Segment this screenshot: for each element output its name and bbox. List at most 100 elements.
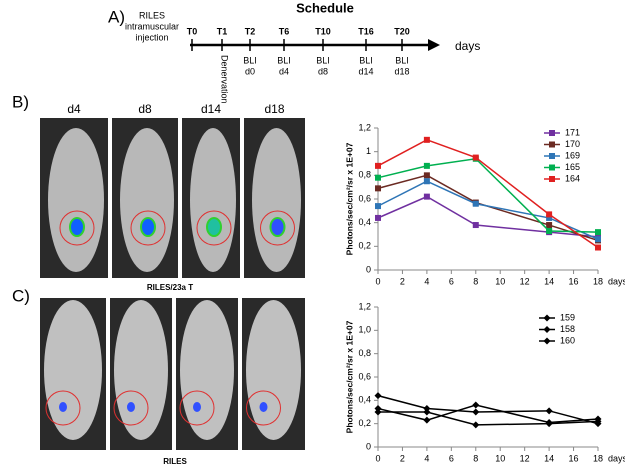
legend-label: 165 <box>565 162 580 172</box>
point <box>546 211 553 218</box>
image-label: d4 <box>67 102 81 116</box>
y-tick-label: 0,8 <box>358 170 371 180</box>
mouse-body <box>114 300 168 440</box>
roi-circle <box>45 390 81 426</box>
point <box>472 408 480 416</box>
legend-label: 170 <box>565 139 580 149</box>
signal-blob <box>140 217 156 237</box>
x-tick-label: 18 <box>593 276 603 286</box>
point <box>375 214 381 221</box>
y-tick-label: 1,2 <box>358 122 371 132</box>
legend-marker <box>543 326 551 333</box>
mouse-body <box>120 128 174 272</box>
roi-circle <box>59 210 95 246</box>
x-tick-label: 14 <box>544 276 554 286</box>
point <box>423 136 430 143</box>
roi-circle <box>260 210 295 246</box>
point <box>594 417 602 425</box>
legend-label: 160 <box>560 335 575 345</box>
legend-label: 171 <box>565 127 580 137</box>
point <box>472 401 480 409</box>
legend-label: 169 <box>565 150 580 160</box>
denervation-label: Denervation <box>220 55 230 104</box>
bli-day: d0 <box>245 66 255 76</box>
point <box>374 408 382 416</box>
point <box>472 421 480 429</box>
bli-day: d18 <box>394 66 409 76</box>
bli-label: BLI <box>316 55 330 65</box>
x-tick-label: 2 <box>400 276 405 286</box>
y-tick-label: 0,2 <box>358 418 371 428</box>
point <box>423 193 430 200</box>
mouse-body <box>44 300 102 440</box>
y-tick-label: 1,0 <box>358 325 371 335</box>
y-tick-label: 0,2 <box>358 241 371 251</box>
y-axis-label: Photons/sec/cm²/sr x 1E+07 <box>344 320 354 433</box>
series-line <box>377 394 599 425</box>
image-label: d18 <box>264 102 284 116</box>
x-tick-label: 6 <box>449 276 454 286</box>
bli-label: BLI <box>243 55 257 65</box>
legend-marker <box>549 141 555 148</box>
x-axis-label: days <box>608 276 625 286</box>
point <box>472 222 479 229</box>
roi-circle <box>179 390 215 426</box>
point <box>546 214 553 221</box>
legend-label: 159 <box>560 312 575 322</box>
y-tick-label: 0,6 <box>358 371 371 381</box>
mouse-body <box>252 128 301 272</box>
timeline-label: days <box>455 39 480 53</box>
panel-label: B) <box>12 92 29 111</box>
y-tick-label: 0,6 <box>358 193 371 203</box>
x-tick-label: 18 <box>593 453 603 463</box>
x-tick-label: 12 <box>520 453 530 463</box>
point <box>423 416 431 424</box>
point <box>423 162 430 169</box>
timepoint-label: T10 <box>315 26 331 36</box>
x-tick-label: 2 <box>400 453 405 463</box>
signal-blob <box>127 402 135 412</box>
point <box>472 200 479 207</box>
x-tick-label: 16 <box>569 453 579 463</box>
roi-circle <box>113 390 149 426</box>
point <box>375 185 381 192</box>
x-tick-label: 0 <box>375 276 380 286</box>
signal-blob <box>193 402 201 412</box>
timepoint-label: T20 <box>394 26 410 36</box>
x-tick-label: 8 <box>473 453 478 463</box>
schedule-title: Schedule <box>296 0 354 15</box>
image-label: d8 <box>138 102 152 116</box>
legend-marker <box>543 314 551 322</box>
image-caption: RILES/23a T <box>147 283 193 292</box>
point <box>423 172 430 179</box>
x-tick-label: 14 <box>544 453 554 463</box>
y-tick-label: 0 <box>366 441 371 451</box>
panel-label: A) <box>108 7 125 26</box>
point <box>545 407 553 415</box>
y-tick-label: 0 <box>366 264 371 274</box>
image-label: d14 <box>201 102 221 116</box>
x-axis-label: days <box>608 453 625 463</box>
y-tick-label: 1 <box>366 146 371 156</box>
point <box>375 203 381 210</box>
x-tick-label: 12 <box>520 276 530 286</box>
signal-blob <box>59 402 67 412</box>
point <box>546 227 553 234</box>
timepoint-label: T2 <box>245 26 256 36</box>
injection-text: RILES <box>139 10 165 20</box>
legend-marker <box>549 164 555 171</box>
bli-day: d14 <box>358 66 373 76</box>
timepoint-label: T16 <box>358 26 374 36</box>
point <box>375 162 381 169</box>
legend-marker <box>543 337 551 345</box>
point <box>595 236 601 243</box>
signal-blob <box>69 217 85 237</box>
mouse-body <box>48 128 104 272</box>
timepoint-label: T6 <box>279 26 290 36</box>
y-tick-label: 0,4 <box>358 217 371 227</box>
roi-circle <box>130 210 166 246</box>
point <box>545 420 553 428</box>
panel-label: C) <box>12 286 30 305</box>
mouse-body <box>246 300 301 440</box>
